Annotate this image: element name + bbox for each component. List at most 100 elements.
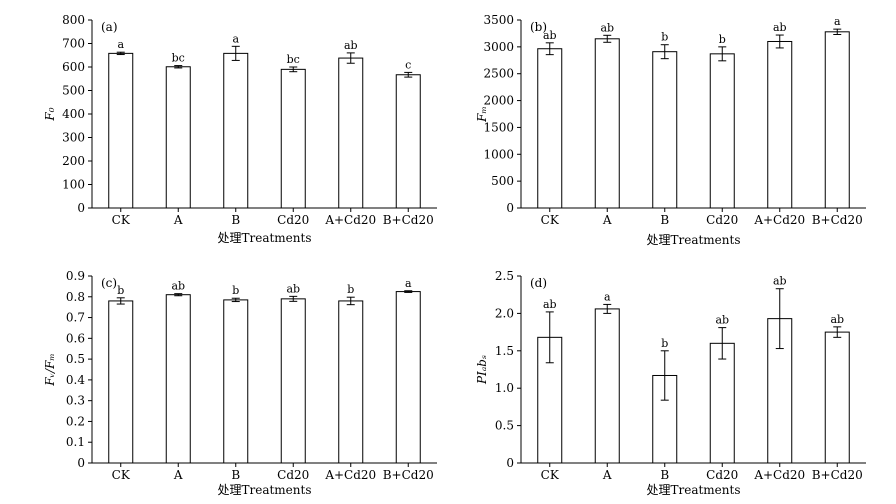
x-tick-label: Cd20 <box>706 468 738 482</box>
x-tick-label: B+Cd20 <box>383 468 434 482</box>
y-tick-label: 0 <box>506 201 514 215</box>
significance-letter: a <box>232 32 239 45</box>
y-tick-label: 0 <box>77 456 85 470</box>
x-tick-label: B+Cd20 <box>812 213 863 227</box>
bar <box>338 300 364 464</box>
bar <box>709 342 735 464</box>
x-tick-label: CK <box>541 213 560 227</box>
y-tick-label: 1000 <box>483 147 514 161</box>
significance-letter: ab <box>600 21 614 34</box>
y-axis-title: PIₐbₛ <box>475 355 489 385</box>
significance-letter: ab <box>344 39 358 52</box>
x-axis-title: 处理Treatments <box>646 483 740 497</box>
significance-letter: bc <box>172 52 185 65</box>
y-tick-label: 0 <box>77 201 85 215</box>
y-tick-label: 0.5 <box>66 352 85 366</box>
x-tick-label: B <box>231 468 240 482</box>
bar <box>280 68 306 209</box>
x-tick-label: A+Cd20 <box>324 468 376 482</box>
y-tick-label: 2500 <box>483 67 514 81</box>
significance-letter: b <box>117 284 124 297</box>
panel-label: (b) <box>530 20 547 34</box>
bar <box>108 52 134 209</box>
y-axis-title: Fₘ <box>475 106 489 123</box>
significance-letter: c <box>405 58 411 71</box>
x-tick-label: A+Cd20 <box>753 213 805 227</box>
chart-panel-0: 0 100 200 300 400 500 600 700 800 a CK bc Aa Bbc Cd20 a… <box>43 13 437 245</box>
y-tick-label: 0.3 <box>66 394 85 408</box>
significance-letter: ab <box>171 280 185 293</box>
y-tick-label: 500 <box>491 174 514 188</box>
x-tick-label: Cd20 <box>277 213 309 227</box>
bar <box>709 53 735 209</box>
bar <box>108 300 134 464</box>
significance-letter: bc <box>287 53 300 66</box>
significance-letter: b <box>232 284 239 297</box>
bar <box>767 40 793 209</box>
x-tick-label: B+Cd20 <box>383 213 434 227</box>
significance-letter: ab <box>543 298 557 311</box>
y-tick-label: 0.8 <box>66 290 85 304</box>
x-tick-label: CK <box>541 468 560 482</box>
x-axis-title: 处理Treatments <box>217 483 311 497</box>
chart-panel-3: 0 0.5 1.0 1.5 2.0 2.5 ab CK a Ab Bab Cd20 ab A+Cd20 ab… <box>475 269 866 497</box>
y-tick-label: 300 <box>62 131 85 145</box>
chart-panel-2: 00.10.20.30.40.50.60.70.80.9bCKabAbBabCd… <box>43 269 437 497</box>
y-tick-label: 0.1 <box>66 435 85 449</box>
bar <box>280 298 306 464</box>
bar <box>537 48 563 209</box>
x-tick-label: B <box>660 213 669 227</box>
panel-label: (d) <box>530 276 547 290</box>
y-tick-label: 2000 <box>483 94 514 108</box>
x-tick-label: A+Cd20 <box>324 213 376 227</box>
significance-letter: b <box>661 31 668 44</box>
y-tick-label: 2.0 <box>495 306 514 320</box>
y-tick-label: 100 <box>62 178 85 192</box>
x-tick-label: B <box>231 213 240 227</box>
bar <box>223 299 249 464</box>
x-tick-label: CK <box>112 213 131 227</box>
x-tick-label: A <box>602 213 612 227</box>
significance-letter: ab <box>773 275 787 288</box>
y-tick-label: 0.6 <box>66 331 85 345</box>
x-tick-label: A <box>602 468 612 482</box>
significance-letter: b <box>719 33 726 46</box>
significance-letter: ab <box>830 313 844 326</box>
y-axis-title: Fᵥ/Fₘ <box>43 353 57 387</box>
y-tick-label: 1.0 <box>495 381 514 395</box>
bar <box>338 57 364 209</box>
y-tick-label: 800 <box>62 13 85 27</box>
y-axis-title: F₀ <box>43 107 57 121</box>
y-tick-label: 1.5 <box>495 344 514 358</box>
x-tick-label: Cd20 <box>277 468 309 482</box>
significance-letter: b <box>347 283 354 296</box>
y-tick-label: 0.5 <box>495 419 514 433</box>
y-tick-label: 700 <box>62 37 85 51</box>
bar <box>165 66 191 209</box>
x-tick-label: B <box>660 468 669 482</box>
y-tick-label: 2.5 <box>495 269 514 283</box>
y-tick-label: 0 <box>506 456 514 470</box>
bar <box>165 294 191 464</box>
y-tick-label: 0.9 <box>66 269 85 283</box>
bar <box>594 308 620 464</box>
panel-label: (c) <box>101 276 117 290</box>
x-tick-label: A <box>173 213 183 227</box>
x-axis-title: 处理Treatments <box>217 231 311 245</box>
x-tick-label: A+Cd20 <box>753 468 805 482</box>
bar <box>652 51 678 209</box>
y-tick-label: 3000 <box>483 40 514 54</box>
y-tick-label: 0.7 <box>66 311 85 325</box>
x-tick-label: Cd20 <box>706 213 738 227</box>
bar <box>223 52 249 209</box>
panel-label: (a) <box>101 20 118 34</box>
bar <box>594 38 620 209</box>
y-tick-label: 600 <box>62 60 85 74</box>
y-tick-label: 0.4 <box>66 373 85 387</box>
bar <box>824 331 850 464</box>
x-tick-label: CK <box>112 468 131 482</box>
y-tick-label: 1500 <box>483 120 514 134</box>
y-tick-label: 0.2 <box>66 414 85 428</box>
significance-letter: ab <box>773 21 787 34</box>
